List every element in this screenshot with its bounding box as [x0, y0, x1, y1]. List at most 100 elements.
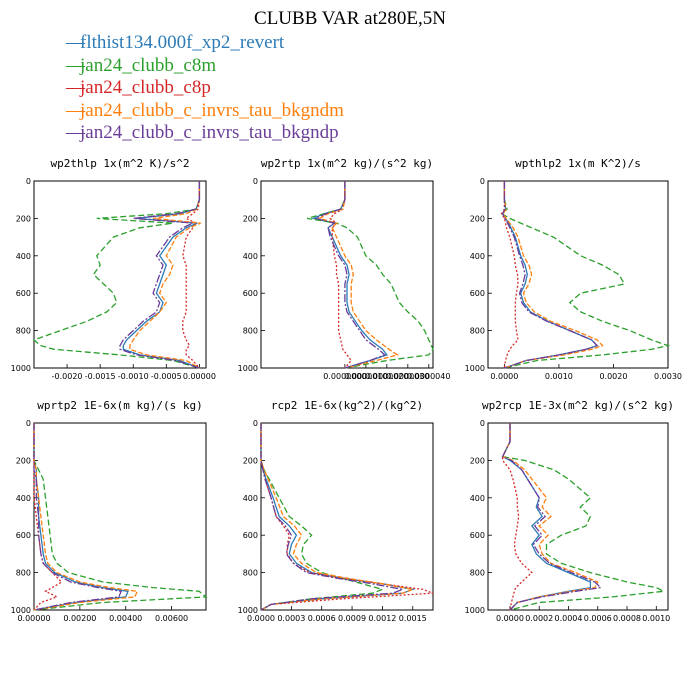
x-tick-label: 0.0002	[525, 614, 553, 623]
series-line	[260, 423, 416, 611]
y-tick-label: 800	[243, 569, 258, 578]
series-line	[318, 181, 399, 369]
x-tick-label: 0.0008	[613, 614, 641, 623]
series-line	[501, 423, 666, 611]
y-tick-label: 1000	[11, 606, 31, 615]
x-tick-label: -0.0005	[151, 372, 182, 381]
x-tick-label: 0.0015	[399, 614, 427, 623]
y-tick-label: 200	[16, 456, 31, 465]
x-tick-label: 0.0004	[554, 614, 582, 623]
y-tick-label: 600	[243, 289, 258, 298]
legend-label: jan24_clubb_c8m	[80, 54, 217, 76]
y-tick-label: 400	[16, 494, 31, 503]
series-line	[33, 423, 63, 611]
series-line	[502, 181, 604, 369]
series-line	[311, 181, 388, 369]
x-tick-label: 0.0000	[490, 372, 518, 381]
panel-title: wpthlp2 1x(m K^2)/s	[515, 157, 641, 170]
plot-frame	[487, 422, 669, 611]
x-tick-label: 0.0009	[338, 614, 366, 623]
plot-frame	[260, 180, 434, 369]
plot-frame	[33, 422, 207, 611]
series-line	[182, 181, 201, 369]
y-tick-label: 1000	[465, 364, 485, 373]
y-tick-label: 1000	[11, 364, 31, 373]
x-tick-label: 0.00000	[183, 372, 216, 381]
x-tick-label: 0.0030	[654, 372, 682, 381]
x-tick-label: -0.0015	[85, 372, 116, 381]
y-tick-label: 800	[470, 327, 485, 336]
series-line	[33, 423, 139, 611]
plot-frame	[487, 180, 669, 369]
x-tick-label: 0.0000000	[323, 372, 366, 381]
y-tick-label: 600	[470, 289, 485, 298]
y-tick-label: 0	[253, 419, 258, 428]
y-tick-label: 0	[480, 177, 485, 186]
plot-frame	[33, 180, 207, 369]
x-tick-label: 0.0010	[642, 614, 670, 623]
series-line	[32, 181, 201, 369]
y-tick-label: 200	[470, 214, 485, 223]
x-tick-label: 0.0000020	[365, 372, 408, 381]
y-tick-label: 600	[16, 531, 31, 540]
series-line	[501, 423, 533, 611]
y-tick-label: 800	[243, 327, 258, 336]
x-tick-label: 0.0006	[308, 614, 336, 623]
x-tick-label: 0.0000030	[386, 372, 429, 381]
series-line	[260, 423, 434, 611]
series-line	[260, 423, 406, 611]
y-tick-label: 800	[16, 569, 31, 578]
x-tick-label: 0.00200	[63, 614, 96, 623]
y-tick-label: 800	[470, 569, 485, 578]
chart-title: CLUBB VAR at280E,5N	[254, 8, 446, 29]
panel-title: wp2rtp 1x(m^2 kg)/(s^2 kg)	[261, 157, 433, 170]
x-tick-label: 0.0000040	[407, 372, 450, 381]
x-tick-label: 0.0010	[545, 372, 573, 381]
legend-item: —jan24_clubb_c_invrs_tau_bkgndm	[66, 100, 344, 123]
y-tick-label: 200	[243, 214, 258, 223]
y-tick-label: 1000	[238, 606, 258, 615]
x-tick-label: 0.0000010	[344, 372, 387, 381]
legend: —flthist134.000f_xp2_revert —jan24_clubb…	[66, 32, 344, 145]
series-line	[501, 423, 603, 611]
y-tick-label: 400	[470, 494, 485, 503]
series-line	[306, 181, 434, 369]
legend-label: jan24_clubb_c_invrs_tau_bkgndm	[80, 99, 344, 121]
y-tick-label: 400	[243, 494, 258, 503]
legend-label: flthist134.000f_xp2_revert	[80, 32, 285, 53]
y-tick-label: 1000	[465, 606, 485, 615]
legend-label: jan24_clubb_c_invrs_tau_bkgndp	[80, 122, 339, 143]
legend-item: —jan24_clubb_c_invrs_tau_bkgndp	[66, 122, 344, 145]
series-line	[129, 181, 201, 369]
legend-label: jan24_clubb_c8p	[80, 77, 211, 98]
legend-item: —flthist134.000f_xp2_revert	[66, 32, 344, 55]
x-tick-label: 0.0000	[496, 614, 524, 623]
y-tick-label: 800	[16, 327, 31, 336]
panel-title: rcp2 1E-6x(kg^2)/(kg^2)	[271, 399, 423, 412]
series-line	[33, 423, 208, 611]
y-tick-label: 400	[470, 252, 485, 261]
plot-frame	[260, 422, 434, 611]
series-line	[329, 181, 353, 369]
y-tick-label: 600	[470, 531, 485, 540]
x-tick-label: 0.0006	[584, 614, 612, 623]
y-tick-label: 600	[16, 289, 31, 298]
x-tick-label: -0.0020	[52, 372, 83, 381]
series-line	[501, 423, 599, 611]
y-tick-label: 600	[243, 531, 258, 540]
x-tick-label: 0.0020	[599, 372, 627, 381]
x-tick-label: 0.0003	[277, 614, 305, 623]
panel-title: wprtp2 1E-6x(m kg)/(s kg)	[37, 399, 203, 412]
y-tick-label: 0	[480, 419, 485, 428]
y-tick-label: 400	[16, 252, 31, 261]
series-line	[501, 423, 592, 611]
x-tick-label: 0.00400	[109, 614, 142, 623]
y-tick-label: 0	[26, 177, 31, 186]
x-tick-label: 0.0000	[247, 614, 275, 623]
series-line	[33, 423, 122, 611]
y-tick-label: 1000	[238, 364, 258, 373]
panel-title: wp2rcp 1E-3x(m^2 kg)/(s^2 kg)	[482, 399, 674, 412]
series-line	[500, 181, 519, 369]
x-tick-label: 0.0012	[368, 614, 396, 623]
